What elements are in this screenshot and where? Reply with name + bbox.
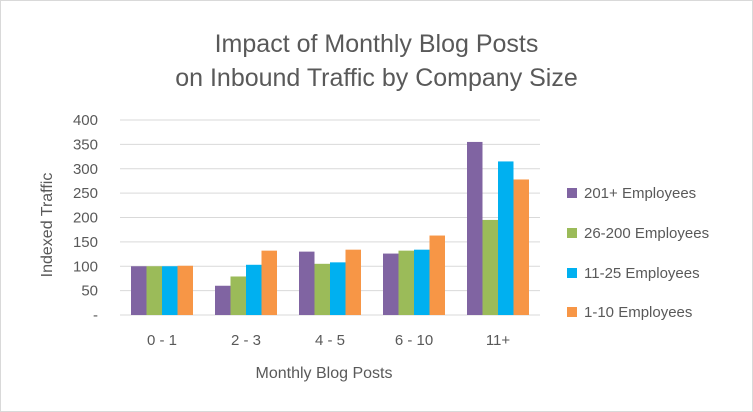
bar-1-2 — [215, 285, 231, 315]
y-tick-label: 100 — [73, 258, 98, 275]
bar-4-2 — [261, 250, 277, 315]
bar-2-3 — [314, 263, 330, 315]
x-tick-label: 0 - 1 — [147, 332, 177, 349]
y-tick-label: 200 — [73, 210, 98, 227]
bar-3-4 — [414, 249, 430, 315]
bar-2-4 — [398, 250, 414, 315]
bar-4-4 — [429, 235, 445, 315]
bar-4-5 — [513, 179, 529, 315]
x-axis-title: Monthly Blog Posts — [256, 365, 393, 382]
bar-3-3 — [330, 262, 346, 315]
chart-title: Impact of Monthly Blog Posts on Inbound … — [1, 27, 752, 95]
x-tick-label: 4 - 5 — [315, 332, 345, 349]
y-tick-label: 300 — [73, 161, 98, 178]
bar-4-1 — [177, 265, 193, 315]
chart-title-line-2: on Inbound Traffic by Company Size — [175, 64, 578, 92]
legend-label: 1-10 Employees — [584, 304, 692, 321]
x-tick-label: 11+ — [486, 332, 511, 349]
bar-1-4 — [383, 253, 399, 315]
legend-label: 11-25 Employees — [584, 265, 700, 282]
x-tick-label: 6 - 10 — [395, 332, 433, 349]
y-tick-label: 150 — [73, 234, 98, 251]
x-tick-label: 2 - 3 — [231, 332, 261, 349]
bar-1-1 — [131, 266, 147, 315]
legend-label: 26-200 Employees — [584, 225, 709, 242]
legend-swatch — [567, 188, 577, 198]
y-axis-title: Indexed Traffic — [39, 173, 56, 278]
bar-marks — [131, 141, 529, 315]
y-axis-ticks: - 50 100 150 200 250 300 350 400 — [73, 112, 98, 324]
y-tick-label: 400 — [73, 112, 98, 129]
legend-swatch — [567, 268, 577, 278]
bar-1-5 — [467, 141, 483, 315]
bar-3-5 — [498, 161, 514, 315]
y-tick-label: - — [93, 307, 98, 324]
y-tick-label: 250 — [73, 185, 98, 202]
chart-title-line-1: Impact of Monthly Blog Posts — [214, 30, 539, 58]
bar-1-3 — [299, 251, 315, 315]
bar-3-2 — [246, 264, 262, 315]
bar-2-5 — [482, 219, 498, 315]
bar-2-2 — [230, 276, 246, 315]
legend-swatch — [567, 228, 577, 238]
legend-label: 201+ Employees — [584, 185, 696, 202]
bar-2-1 — [146, 266, 162, 315]
legend: 201+ Employees 26-200 Employees 11-25 Empl… — [567, 185, 709, 321]
bar-4-3 — [345, 249, 361, 315]
y-tick-label: 50 — [81, 283, 98, 300]
legend-swatch — [567, 307, 577, 317]
x-axis-ticks: 0 - 1 2 - 3 4 - 5 6 - 10 11+ — [147, 332, 510, 349]
bar-3-1 — [162, 266, 178, 315]
y-tick-label: 350 — [73, 136, 98, 153]
